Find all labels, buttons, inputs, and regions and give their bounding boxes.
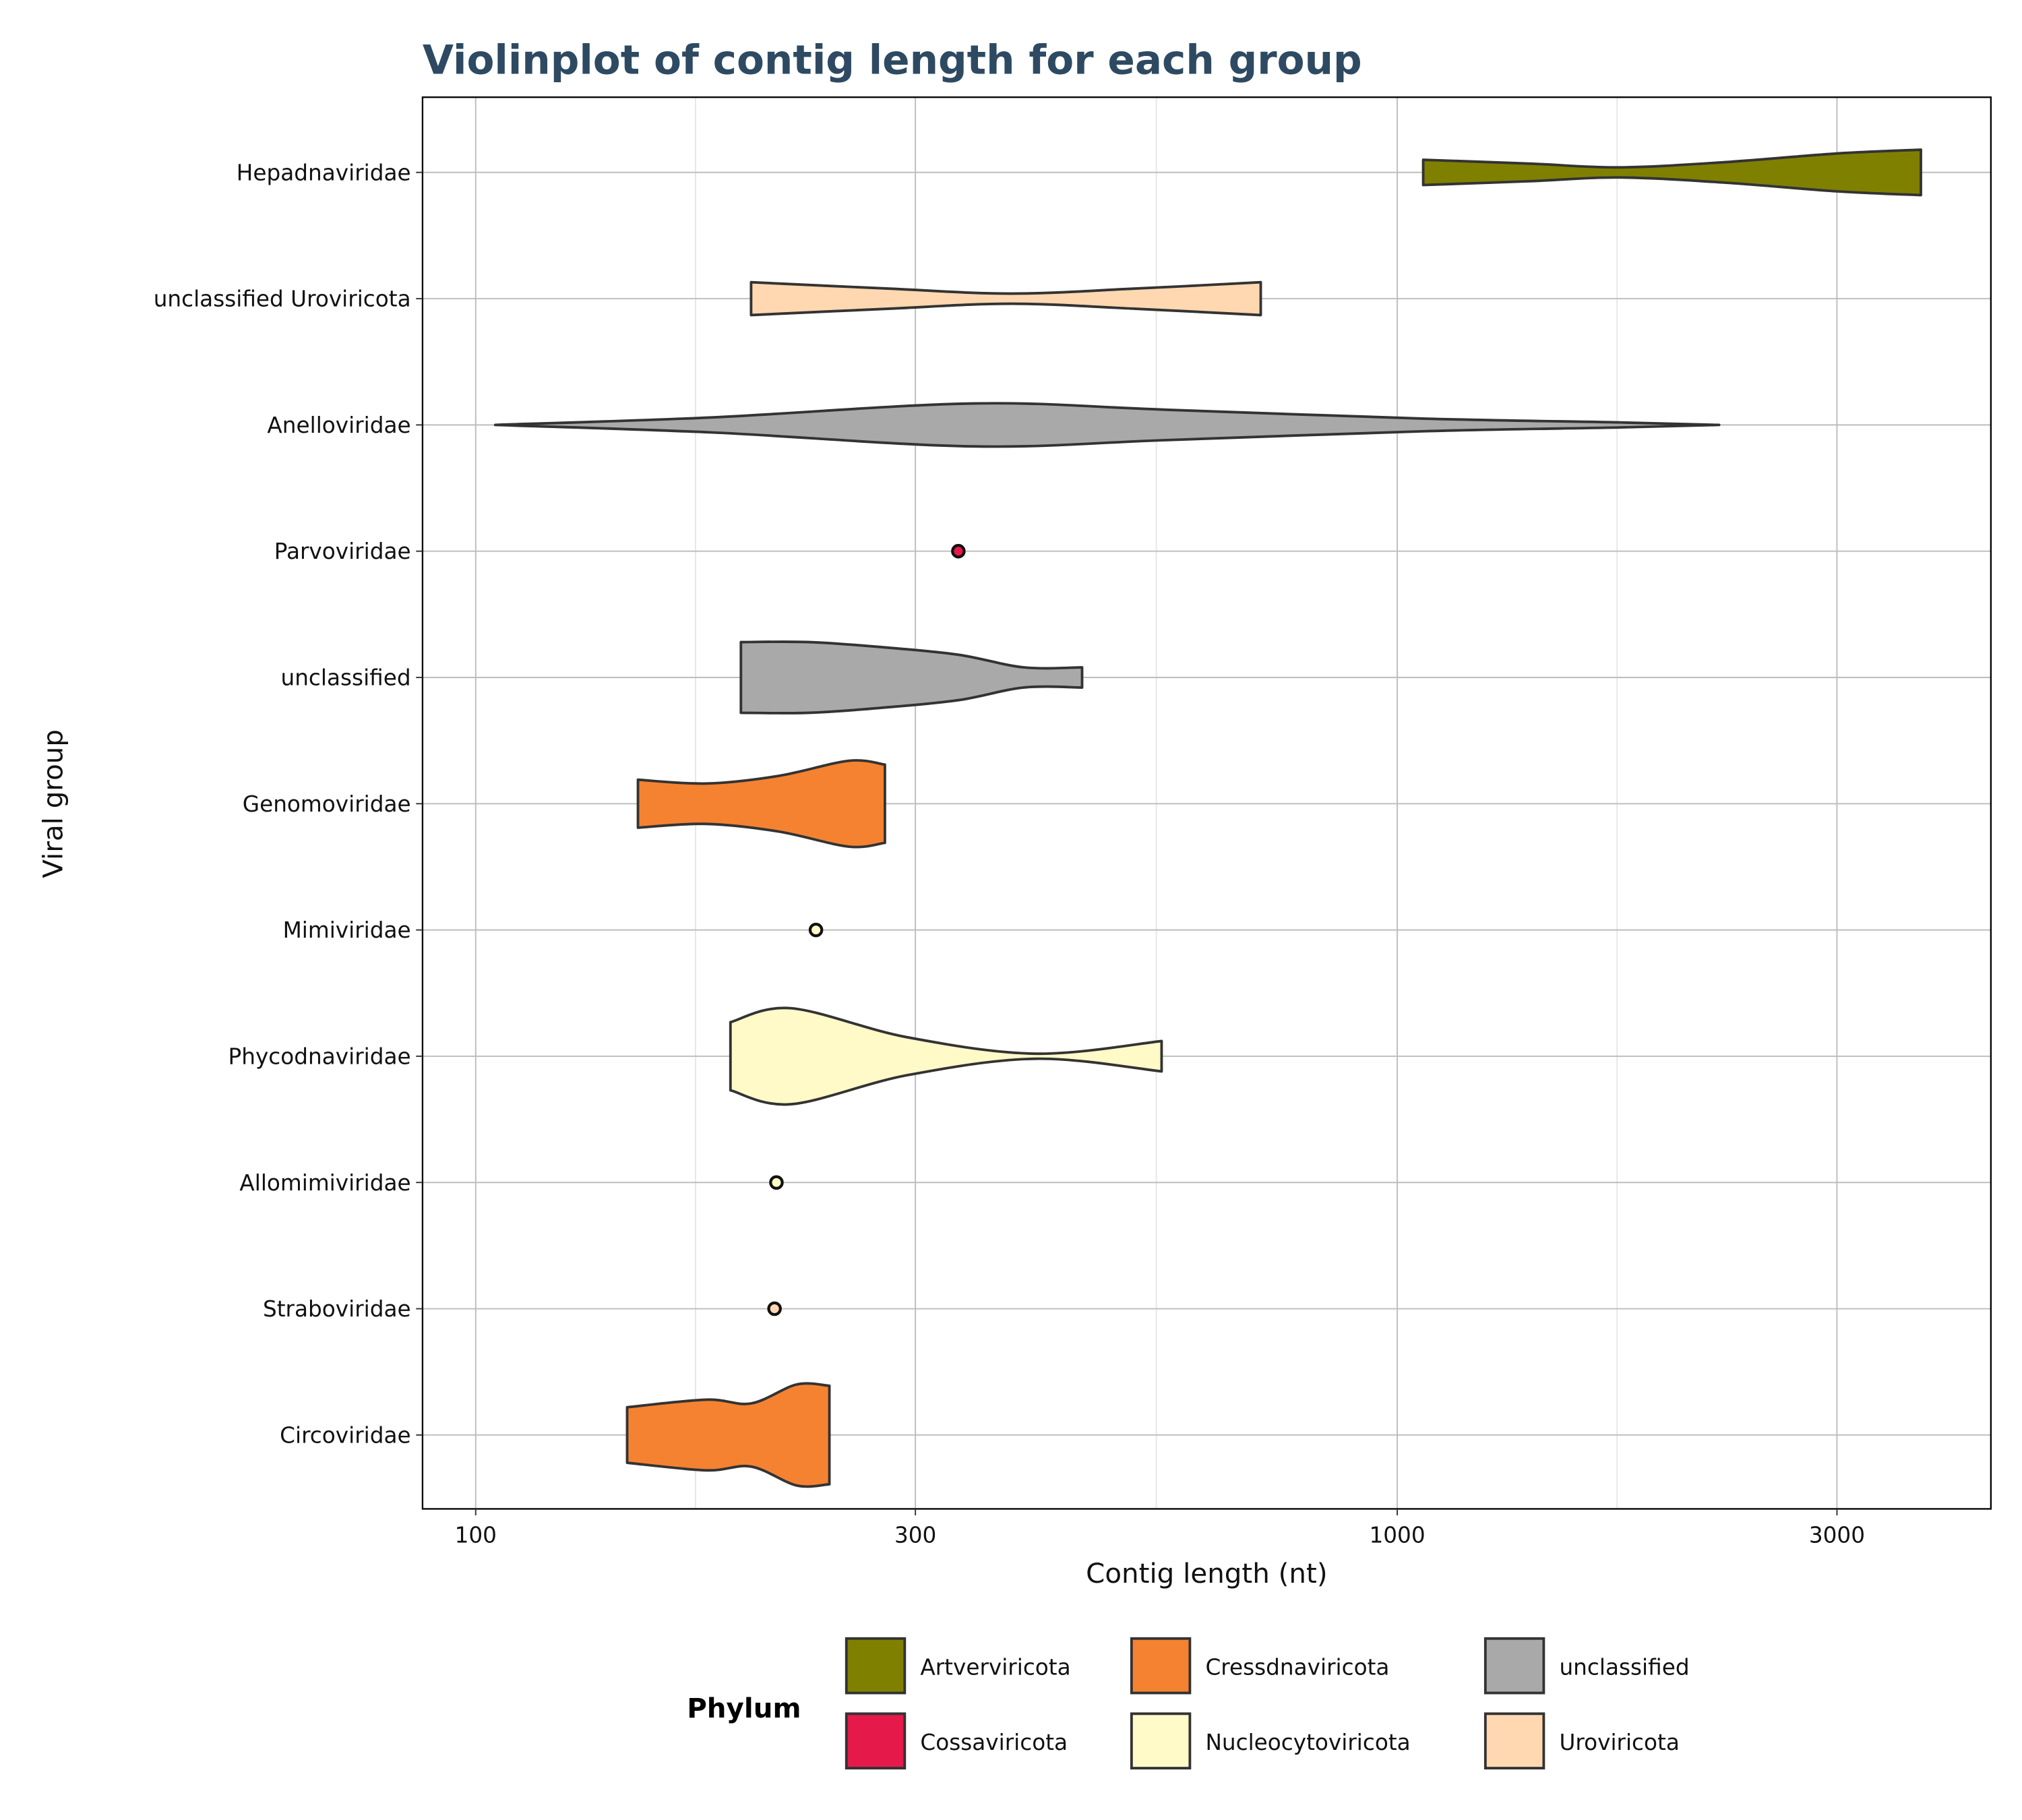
y-tick-label: Genomoviridae [243,791,411,817]
legend-swatch-unclassified [1483,1637,1545,1695]
violin-anelloviridae [493,402,1721,448]
x-axis: 100 300 1000 3000 [455,1509,1865,1548]
violin-genomoviridae [636,759,886,849]
y-tick-label: unclassified [281,665,411,691]
legend: Phylum Artverviricota Cossaviricota Cressd… [687,1637,1690,1769]
legend-label: Artverviricota [920,1655,1070,1680]
legend-swatch-uroviricota [1483,1712,1545,1769]
x-tick-label: 1000 [1369,1522,1425,1548]
grid [422,97,1991,1509]
legend-label: Cossaviricota [920,1730,1068,1755]
violins [493,148,1922,1488]
legend-swatch-artverviricota [845,1637,907,1695]
legend-label: Cressdnaviricota [1205,1655,1389,1680]
x-tick-label: 3000 [1809,1522,1865,1548]
legend-title: Phylum [687,1693,801,1724]
violin-circoviridae [625,1382,831,1488]
legend-swatch-cressdnaviricota [1130,1637,1192,1695]
legend-label: unclassified [1559,1655,1689,1680]
x-tick-label: 300 [894,1522,936,1548]
violin-phycodnaviridae [729,1006,1163,1106]
y-tick-label: Anelloviridae [267,413,410,438]
legend-label: Nucleocytoviricota [1205,1730,1410,1755]
y-tick-label: Hepadnaviridae [237,160,411,185]
y-tick-label: Allomimiviridae [239,1170,410,1196]
chart-title: Violinplot of contig length for each gro… [423,38,1362,84]
point-allomimiviridae [769,1175,784,1190]
y-axis-label: Viral group [37,729,69,878]
violin-unclassified-uroviricota [749,280,1262,317]
y-tick-label: unclassified Uroviricota [154,286,411,312]
x-axis-label: Contig length (nt) [1086,1558,1327,1589]
violin-unclassified [739,640,1084,715]
point-parvoviridae [951,543,966,559]
y-tick-label: Parvoviridae [274,539,411,564]
y-tick-label: Mimiviridae [283,917,411,943]
x-tick-label: 100 [455,1522,497,1548]
point-mimiviridae [808,922,824,938]
y-tick-label: Straboviridae [263,1296,411,1322]
point-straboviridae [767,1301,782,1316]
legend-swatch-nucleocytoviricota [1130,1712,1192,1769]
y-axis: Hepadnaviridae unclassified Uroviricota An… [154,160,423,1448]
y-tick-label: Phycodnaviridae [228,1043,411,1069]
y-tick-label: Circoviridae [280,1422,410,1448]
violin-hepadnaviridae [1421,148,1922,197]
legend-swatch-cossaviricota [845,1712,907,1769]
legend-label: Uroviricota [1559,1730,1679,1755]
